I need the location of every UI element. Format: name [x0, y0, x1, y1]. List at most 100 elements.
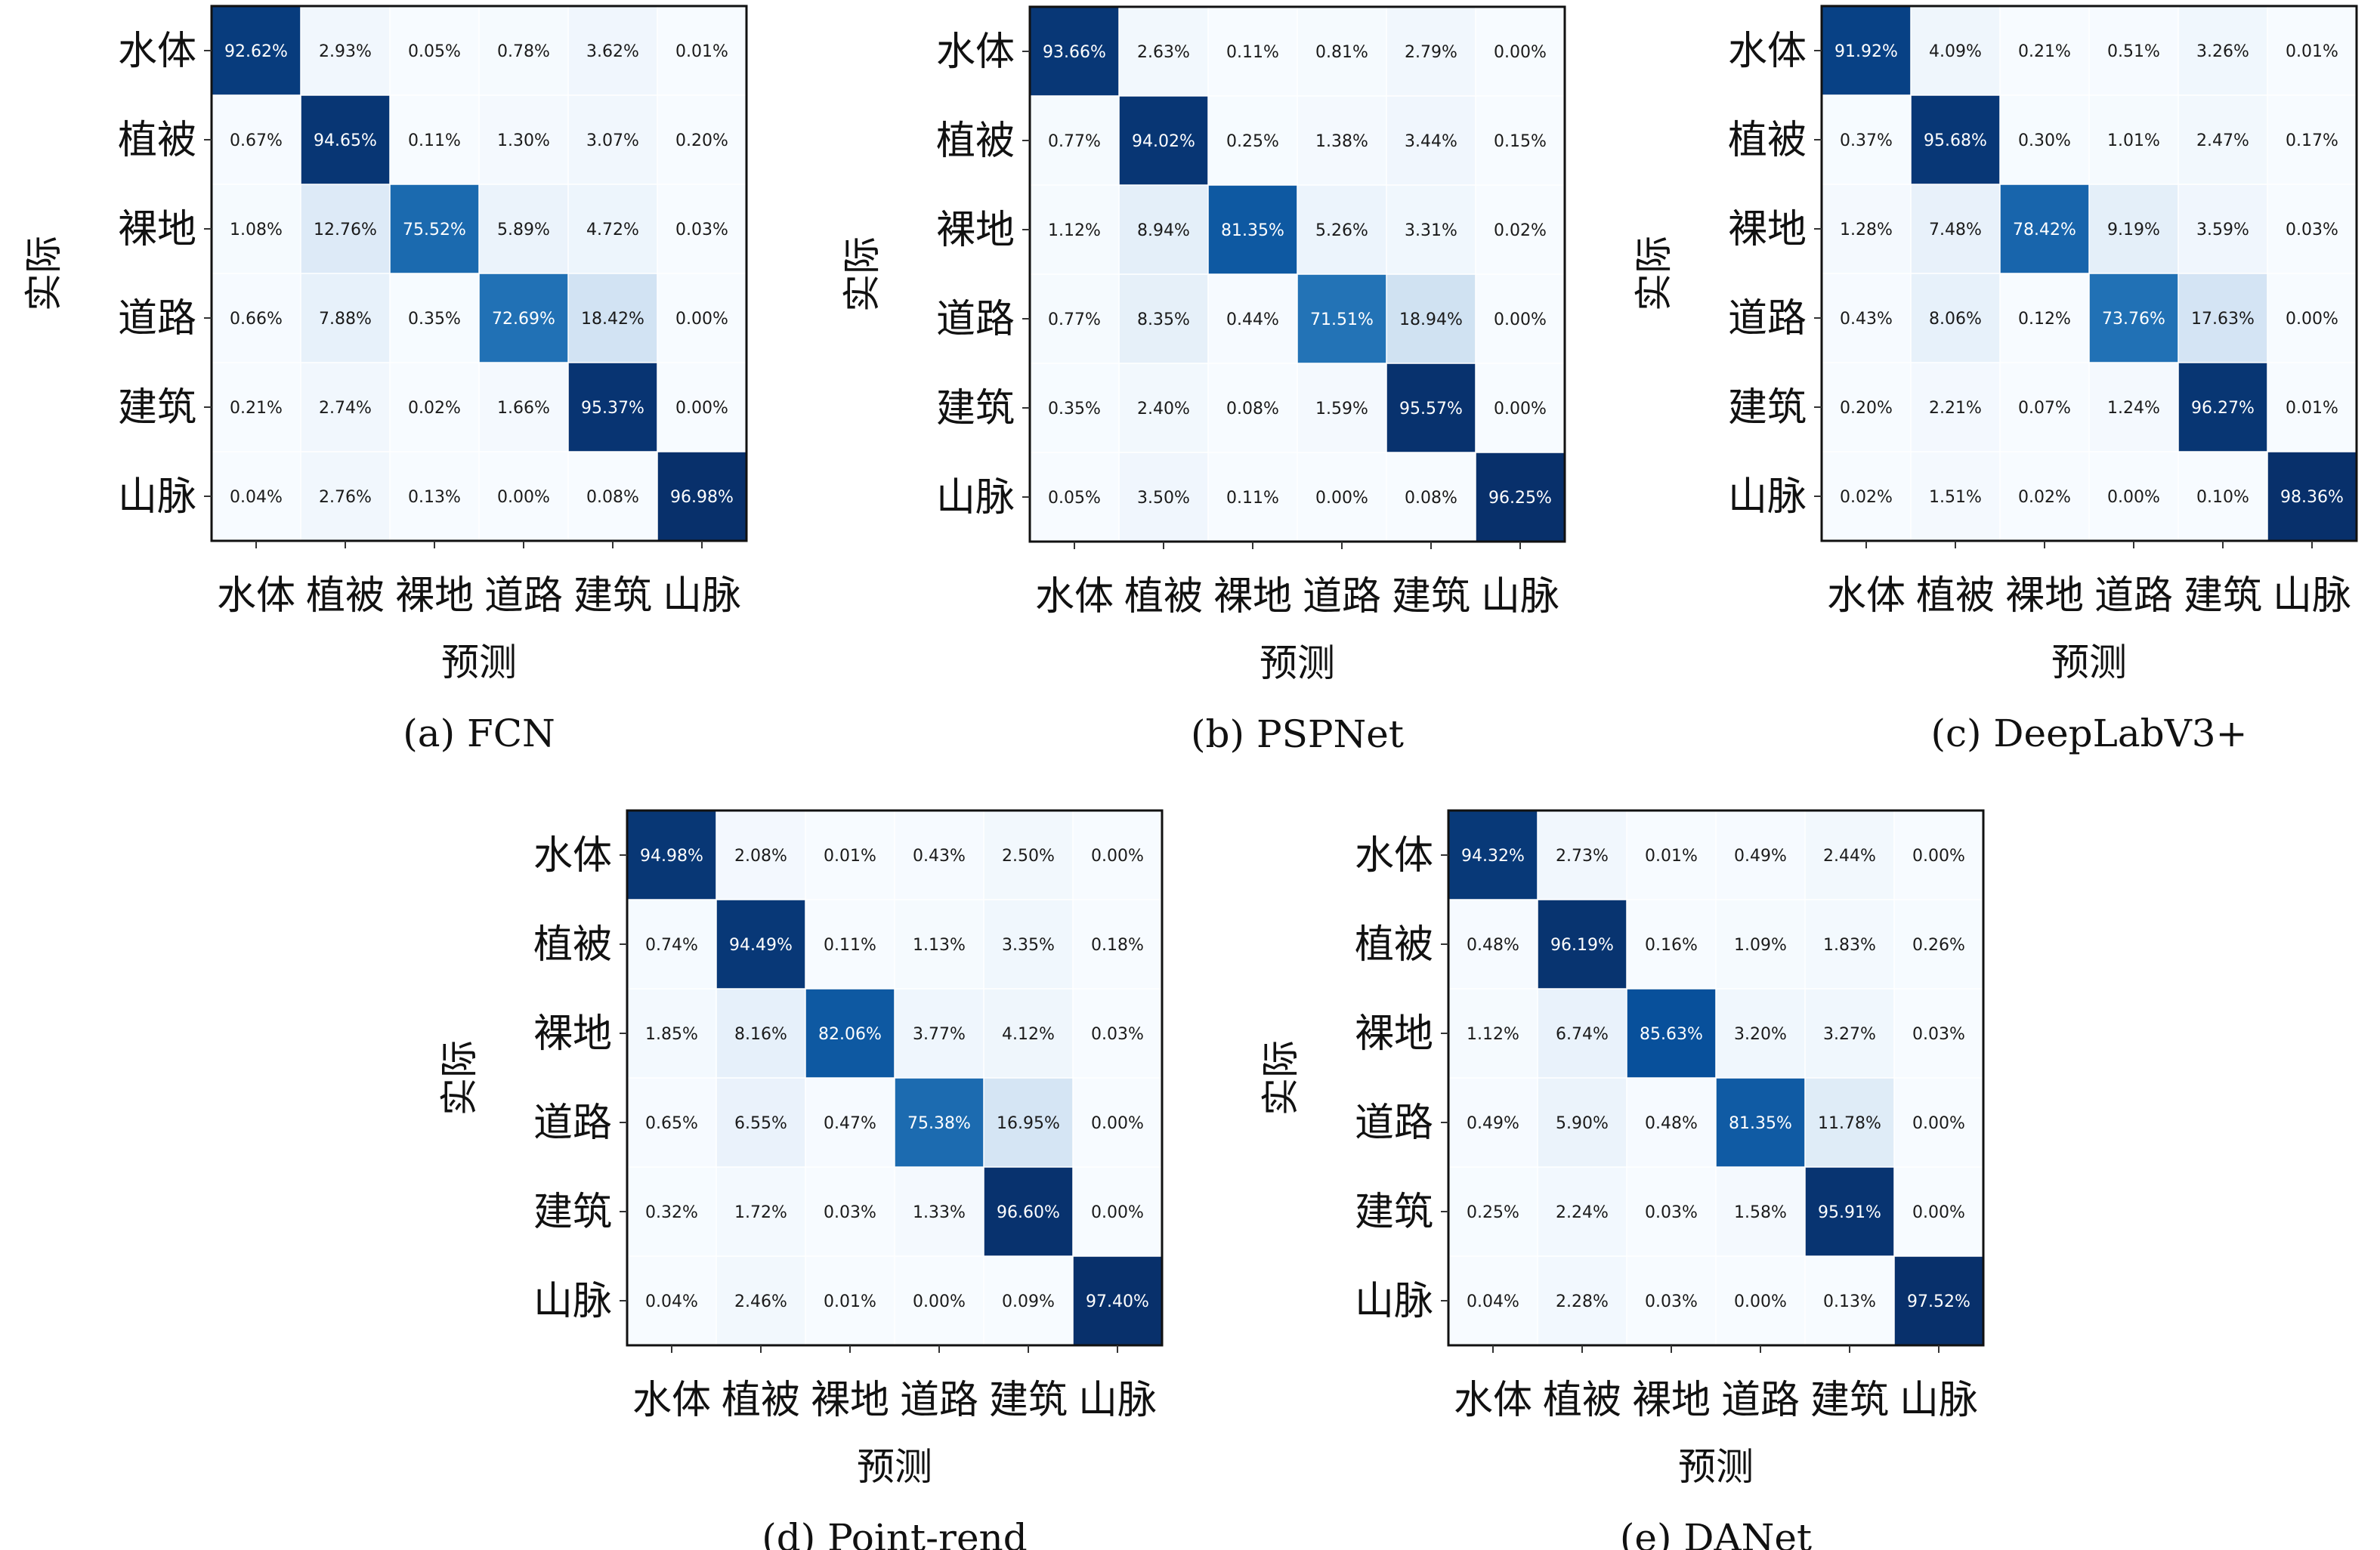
- cell-value-label: 18.94%: [1399, 310, 1463, 329]
- matrix-cell: [479, 452, 568, 541]
- cell-value-label: 0.09%: [1002, 1292, 1055, 1311]
- matrix-cell: [1822, 452, 1911, 541]
- cell-value-label: 0.00%: [1091, 1114, 1144, 1133]
- x-tick-label: 裸地: [2005, 573, 2084, 619]
- x-tick-label: 水体: [217, 573, 295, 619]
- cell-value-label: 1.12%: [1048, 221, 1101, 240]
- cell-value-label: 1.01%: [2107, 131, 2160, 150]
- cell-value-label: 3.35%: [1002, 936, 1055, 955]
- confusion-matrix-panel-2: 93.66% 2.63% 0.11% 0.81% 2.79% 0.00% 0.77% 94.0…: [840, 5, 1566, 756]
- y-tick-label: 植被: [533, 922, 612, 968]
- y-tick-label: 山脉: [1728, 474, 1807, 520]
- matrix-cell: [479, 184, 568, 273]
- cell-value-label: 3.26%: [2196, 42, 2249, 61]
- cell-value-label: 0.04%: [645, 1292, 698, 1311]
- confusion-matrix-panel-1: 92.62% 2.93% 0.05% 0.78% 3.62% 0.01% 0.67% 94.6…: [22, 5, 748, 755]
- matrix-cell: [568, 184, 657, 273]
- cell-value-label: 0.26%: [1912, 936, 1965, 955]
- cell-value-label: 96.27%: [2191, 399, 2255, 418]
- y-tick-label: 道路: [1728, 296, 1807, 341]
- y-tick-label: 裸地: [118, 207, 196, 252]
- cell-value-label: 4.72%: [586, 221, 639, 239]
- matrix-cell: [984, 989, 1073, 1078]
- cell-value-label: 92.62%: [224, 42, 288, 61]
- matrix-cell: [568, 452, 657, 541]
- matrix-cell: [1386, 7, 1476, 96]
- matrix-cell: [1805, 1078, 1894, 1167]
- x-tick-label: 建筑: [573, 573, 652, 619]
- cell-value-label: 2.50%: [1002, 847, 1055, 866]
- cell-value-label: 97.52%: [1907, 1292, 1970, 1311]
- matrix-cell: [1073, 1256, 1162, 1345]
- cell-value-label: 0.00%: [1912, 1203, 1965, 1222]
- matrix-cell: [2178, 273, 2267, 363]
- cell-value-label: 1.09%: [1734, 936, 1787, 955]
- cell-value-label: 0.00%: [1091, 1203, 1144, 1222]
- matrix-cell: [716, 1078, 805, 1167]
- matrix-cell: [1911, 6, 2000, 95]
- matrix-cell: [1805, 1256, 1894, 1345]
- confusion-matrix-panel-3: 91.92% 4.09% 0.21% 0.51% 3.26% 0.01% 0.37% 95.6…: [1632, 5, 2358, 755]
- cell-value-label: 0.13%: [1823, 1292, 1876, 1311]
- cell-value-label: 1.13%: [913, 936, 966, 955]
- matrix-cell: [1716, 900, 1805, 989]
- cell-value-label: 2.73%: [1556, 847, 1609, 866]
- cell-value-label: 0.49%: [1467, 1114, 1519, 1133]
- cell-value-label: 2.74%: [319, 399, 372, 418]
- cell-value-label: 0.51%: [2107, 42, 2160, 61]
- cell-value-label: 0.00%: [1912, 847, 1965, 866]
- matrix-cell: [568, 273, 657, 363]
- cell-value-label: 0.03%: [1645, 1292, 1698, 1311]
- matrix-cell: [1476, 274, 1565, 363]
- cell-value-label: 9.19%: [2107, 221, 2160, 239]
- cell-value-label: 94.49%: [729, 936, 793, 955]
- matrix-cell: [1476, 96, 1565, 185]
- cell-value-label: 18.42%: [581, 310, 644, 329]
- matrix-cell: [1627, 811, 1716, 900]
- cell-value-label: 1.08%: [230, 221, 283, 239]
- x-tick-label: 植被: [306, 573, 385, 619]
- matrix-cell: [1208, 452, 1297, 542]
- x-tick-label: 道路: [1303, 574, 1381, 619]
- cell-value-label: 95.57%: [1399, 400, 1463, 418]
- x-tick-label: 裸地: [1632, 1378, 1711, 1423]
- panel-caption: (e) DANet: [1620, 1516, 1812, 1550]
- cell-value-label: 0.11%: [408, 131, 461, 150]
- matrix-cell: [895, 811, 984, 900]
- cell-value-label: 0.00%: [1494, 310, 1547, 329]
- cell-value-label: 0.32%: [645, 1203, 698, 1222]
- matrix-cell: [716, 989, 805, 1078]
- cell-value-label: 0.25%: [1226, 132, 1279, 151]
- cell-value-label: 0.04%: [230, 488, 283, 507]
- cell-value-label: 0.43%: [913, 847, 966, 866]
- matrix-cell: [1476, 185, 1565, 274]
- cell-value-label: 2.79%: [1405, 43, 1457, 62]
- cell-value-label: 81.35%: [1221, 221, 1284, 240]
- y-tick-label: 建筑: [1728, 385, 1807, 431]
- cell-value-label: 0.16%: [1645, 936, 1698, 955]
- matrix-cell: [984, 1078, 1073, 1167]
- cell-value-label: 0.05%: [408, 42, 461, 61]
- y-tick-label: 裸地: [936, 208, 1015, 253]
- cell-value-label: 95.91%: [1818, 1203, 1881, 1222]
- panels-group: 92.62% 2.93% 0.05% 0.78% 3.62% 0.01% 0.67% 94.6…: [22, 5, 2358, 1550]
- matrix-frame: [1028, 5, 1566, 543]
- matrix-cell: [1030, 96, 1119, 185]
- cell-value-label: 0.10%: [2196, 488, 2249, 507]
- cell-value-label: 0.05%: [1048, 489, 1101, 508]
- cell-value-label: 0.21%: [230, 399, 283, 418]
- x-tick-label: 水体: [1454, 1378, 1532, 1423]
- cell-value-label: 1.51%: [1929, 488, 1982, 507]
- x-tick-label: 山脉: [2273, 573, 2351, 619]
- cell-value-label: 3.62%: [586, 42, 639, 61]
- matrix-cell: [1297, 7, 1386, 96]
- matrix-cell: [895, 1078, 984, 1167]
- x-tick-label: 水体: [1827, 573, 1906, 619]
- cell-value-label: 0.25%: [1467, 1203, 1519, 1222]
- matrix-cell: [1538, 1167, 1627, 1256]
- cell-value-label: 0.08%: [1226, 400, 1279, 418]
- cell-value-label: 96.25%: [1488, 489, 1552, 508]
- matrix-cell: [1538, 1256, 1627, 1345]
- x-tick-label: 建筑: [1810, 1378, 1889, 1423]
- matrix-cell: [1119, 96, 1208, 185]
